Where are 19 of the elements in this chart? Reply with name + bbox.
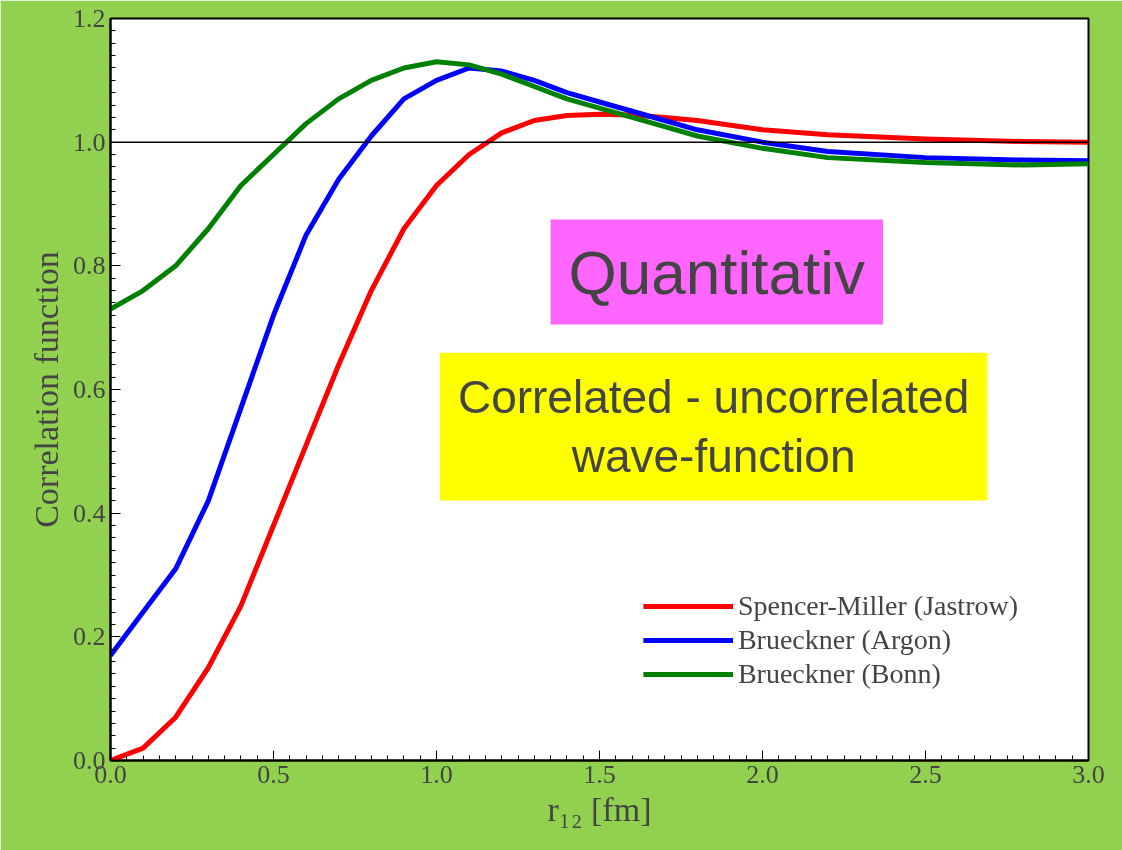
x-tick-label: 3.0 [1072,759,1105,789]
legend-label: Spencer-Miller (Jastrow) [737,590,1018,622]
legend-label: Brueckner (Bonn) [737,658,941,690]
x-axis-title: r₁₂ [fm] [547,790,652,828]
legend-label: Brueckner (Argon) [737,624,952,656]
annotation: Correlated - uncorrelated wave-function [457,370,970,483]
x-tick-label: 0.5 [257,759,290,789]
x-tick-label: 1.0 [420,759,453,789]
y-tick-label: 0.6 [73,375,106,404]
y-tick-label: 0.4 [73,498,106,528]
y-tick-label: 1.2 [73,4,106,33]
y-tick-label: 0.8 [73,251,106,281]
x-tick-label: 2.5 [909,759,942,789]
x-tick-label: 1.5 [583,759,616,789]
y-axis-title: Correlation function [28,251,65,528]
x-tick-label: 2.0 [746,759,779,789]
y-tick-label: 1.0 [73,127,106,157]
y-tick-label: 0.2 [73,622,106,652]
annotation: Quantitativ [568,237,865,307]
